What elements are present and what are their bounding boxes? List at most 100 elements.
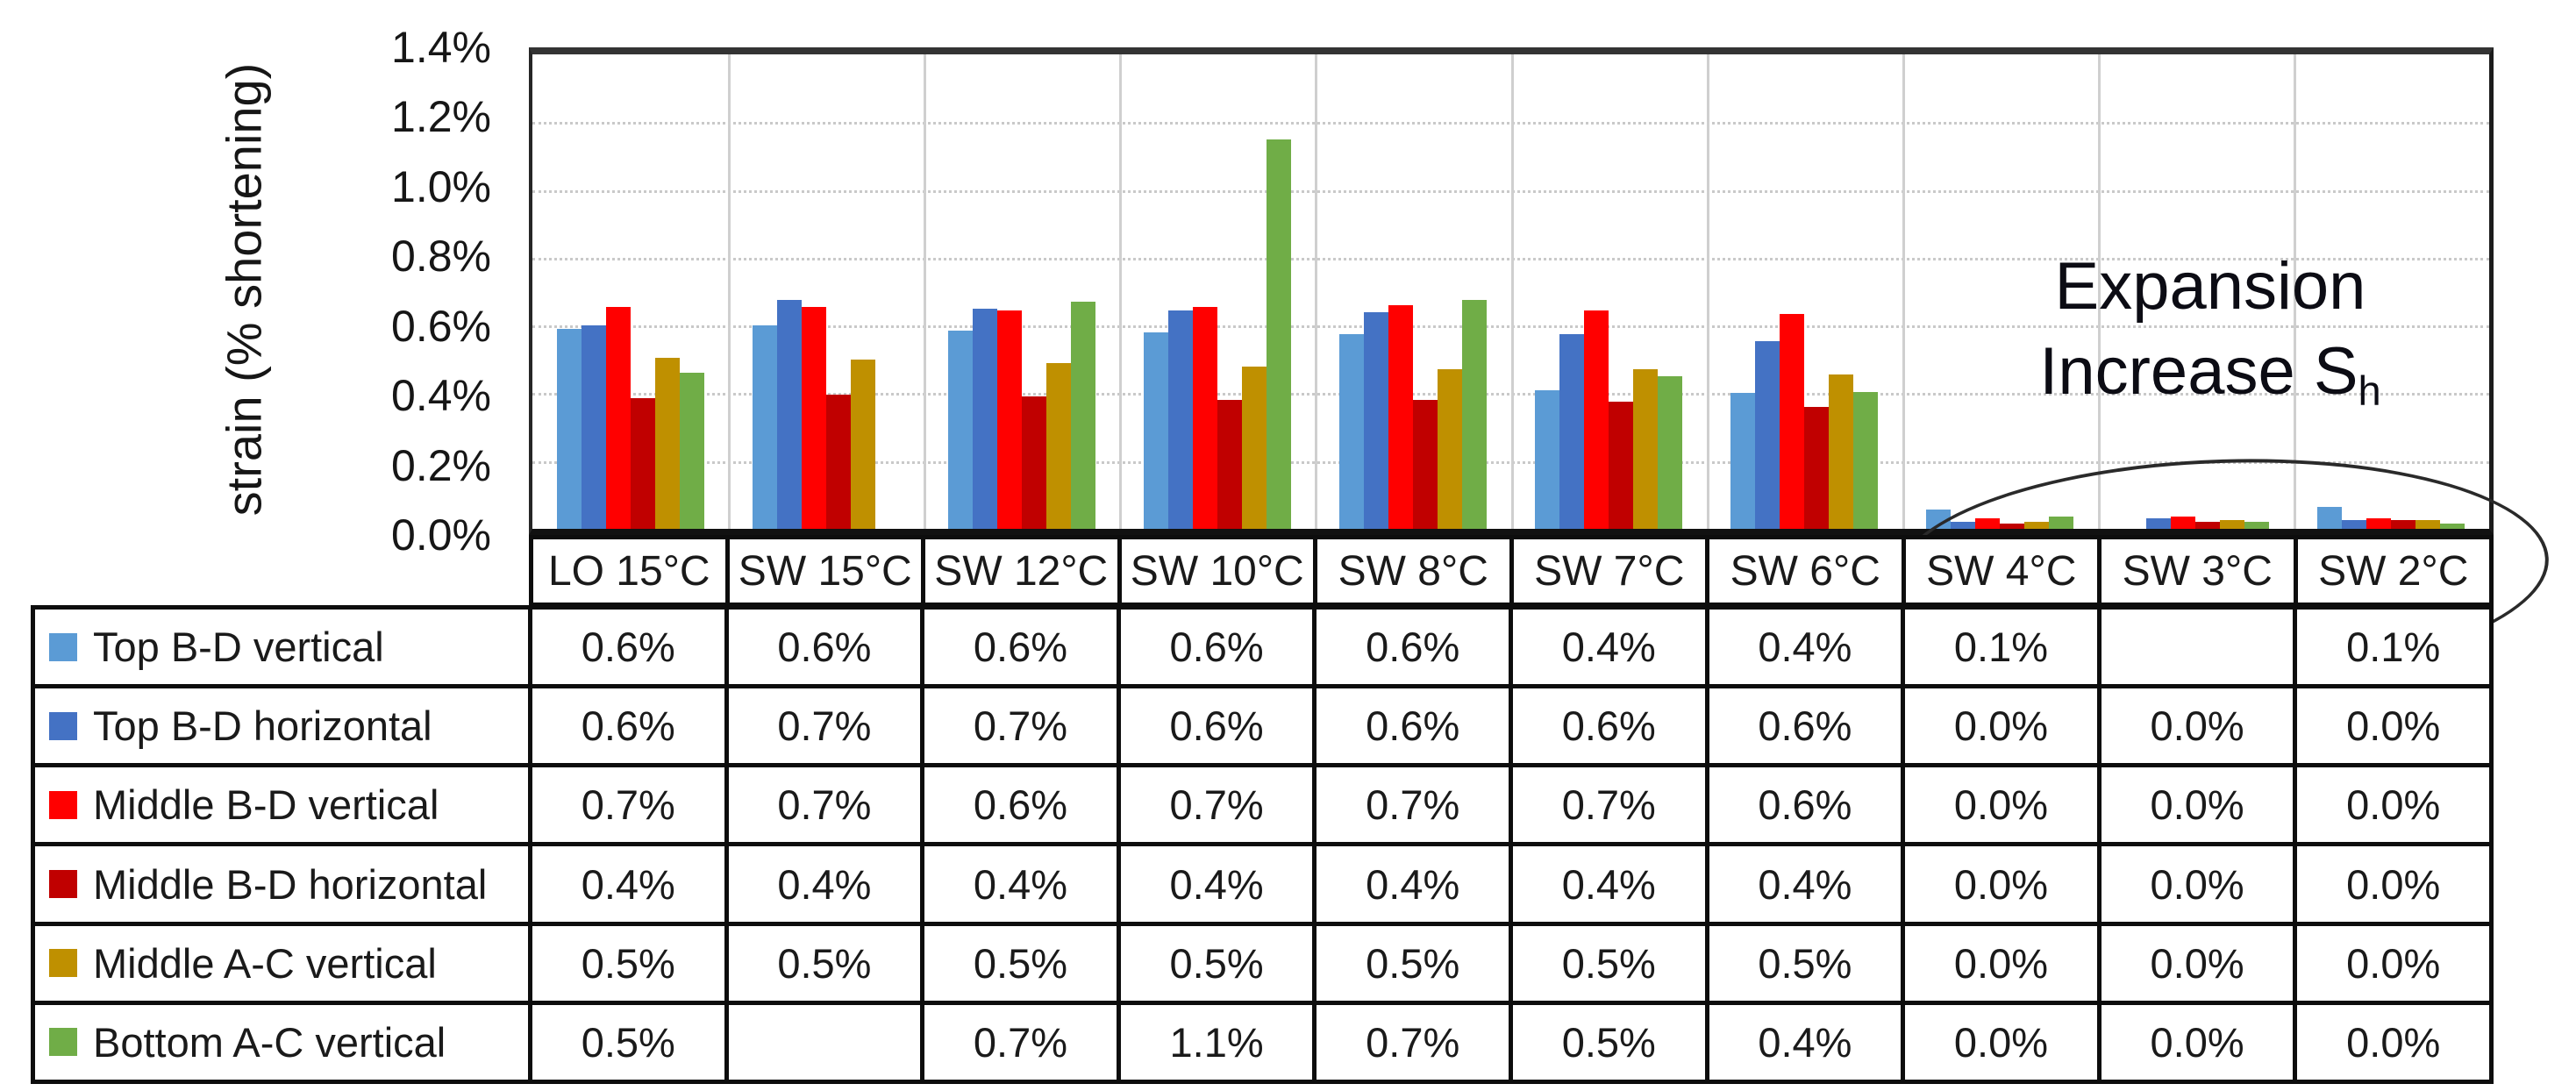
bar xyxy=(1975,518,2001,529)
y-tick-label: 0.8% xyxy=(391,232,491,282)
table-value-cell: 0.7% xyxy=(1513,767,1705,843)
bar xyxy=(1241,366,1267,529)
table-value-cell: 0.0% xyxy=(2297,846,2489,922)
bar xyxy=(801,306,826,529)
bar xyxy=(776,300,802,529)
table-value-cell: 0.7% xyxy=(1317,767,1509,843)
bar xyxy=(2000,524,2025,529)
legend-swatch-icon xyxy=(49,1028,77,1057)
table-value-cell: 0.6% xyxy=(1317,688,1509,764)
bar xyxy=(1437,369,1462,529)
category-header-cell: SW 10°C xyxy=(1121,539,1313,603)
annotation-subscript: h xyxy=(2358,367,2381,415)
gridline-vertical xyxy=(1510,54,1514,529)
table-value-cell: 0.4% xyxy=(1120,846,1313,922)
bar xyxy=(825,395,851,529)
bar xyxy=(947,330,973,529)
legend-cell: Bottom A-C vertical xyxy=(35,1004,528,1080)
legend-cell: Top B-D horizontal xyxy=(35,688,528,764)
table-value-cell: 0.6% xyxy=(1709,688,1902,764)
bar xyxy=(1266,139,1291,529)
bar xyxy=(1363,311,1388,529)
table-value-cell: 1.1% xyxy=(1120,1004,1313,1080)
bar xyxy=(1755,340,1780,529)
table-value-cell: 0.7% xyxy=(728,767,921,843)
bar xyxy=(1559,333,1585,529)
category-header-cell: LO 15°C xyxy=(533,539,725,603)
bar xyxy=(1853,391,1879,529)
table-value-cell: 0.4% xyxy=(924,846,1117,922)
bar xyxy=(556,329,582,529)
legend-cell: Middle B-D horizontal xyxy=(35,846,528,922)
table-value-cell: 0.0% xyxy=(2101,1004,2294,1080)
bar xyxy=(1412,400,1438,529)
bar xyxy=(581,325,606,529)
bar xyxy=(1021,396,1046,529)
bar xyxy=(1167,310,1193,529)
bar xyxy=(1338,333,1364,529)
bar xyxy=(2415,520,2441,529)
table-value-cell: 0.0% xyxy=(1905,1004,2097,1080)
table-value-cell: 0.0% xyxy=(2297,1004,2489,1080)
bar xyxy=(1070,302,1095,529)
legend-cell: Middle B-D vertical xyxy=(35,767,528,843)
bar xyxy=(2244,522,2270,529)
bar xyxy=(1926,509,1952,529)
table-value-cell: 0.6% xyxy=(924,767,1117,843)
y-tick-label: 1.2% xyxy=(391,92,491,142)
table-value-cell: 0.4% xyxy=(532,846,724,922)
table-value-cell: 0.0% xyxy=(1905,688,2097,764)
bar xyxy=(996,310,1022,529)
category-header-cell: SW 8°C xyxy=(1317,539,1509,603)
table-value-cell: 0.5% xyxy=(924,925,1117,1001)
table-value-cell: 0.6% xyxy=(728,610,921,685)
table-value-cell: 0.5% xyxy=(1317,925,1509,1001)
table-value-cell: 0.7% xyxy=(924,688,1117,764)
legend-label: Middle B-D vertical xyxy=(93,781,439,829)
table-value-cell: 0.5% xyxy=(728,925,921,1001)
gridline-vertical xyxy=(1902,54,1905,529)
gridline-vertical xyxy=(1706,54,1709,529)
legend-swatch-icon xyxy=(49,790,77,819)
table-value-cell xyxy=(728,1004,921,1080)
category-header-cell: SW 15°C xyxy=(729,539,921,603)
bar xyxy=(1658,376,1683,529)
bar xyxy=(1143,332,1168,529)
bar xyxy=(2049,517,2074,529)
table-value-cell: 0.5% xyxy=(1709,925,1902,1001)
legend-cell: Middle A-C vertical xyxy=(35,925,528,1001)
table-value-cell: 0.0% xyxy=(2101,767,2294,843)
gridline-vertical xyxy=(2293,54,2296,529)
legend-cell: Top B-D vertical xyxy=(35,610,528,685)
plot-area xyxy=(529,47,2494,535)
legend-swatch-icon xyxy=(49,949,77,978)
table-value-cell: 0.5% xyxy=(532,1004,724,1080)
gridline-vertical xyxy=(1119,54,1123,529)
table-value-cell: 0.4% xyxy=(1317,846,1509,922)
bar xyxy=(2317,506,2343,529)
table-value-cell: 0.5% xyxy=(1513,1004,1705,1080)
bar xyxy=(2195,522,2221,529)
gridline-vertical xyxy=(1315,54,1318,529)
table-value-cell: 0.0% xyxy=(1905,846,2097,922)
bar xyxy=(630,398,655,529)
y-tick-label: 0.2% xyxy=(391,440,491,490)
annotation-line2: Increase Sh xyxy=(2039,334,2381,415)
table-value-cell: 0.6% xyxy=(1317,610,1509,685)
y-tick-label: 0.6% xyxy=(391,301,491,351)
table-value-cell: 0.6% xyxy=(532,688,724,764)
y-tick-label: 1.0% xyxy=(391,161,491,211)
legend-label: Top B-D vertical xyxy=(93,624,384,671)
table-value-cell: 0.4% xyxy=(728,846,921,922)
table-value-cell: 0.4% xyxy=(1513,610,1705,685)
table-value-cell: 0.6% xyxy=(1120,610,1313,685)
bar xyxy=(972,308,997,529)
bar xyxy=(2146,518,2172,529)
table-value-cell: 0.0% xyxy=(2297,688,2489,764)
bar xyxy=(2171,517,2196,529)
table-value-cell: 0.1% xyxy=(1905,610,2097,685)
bar xyxy=(2391,520,2416,529)
table-value-cell: 0.0% xyxy=(2297,925,2489,1001)
table-value-cell: 0.0% xyxy=(1905,925,2097,1001)
